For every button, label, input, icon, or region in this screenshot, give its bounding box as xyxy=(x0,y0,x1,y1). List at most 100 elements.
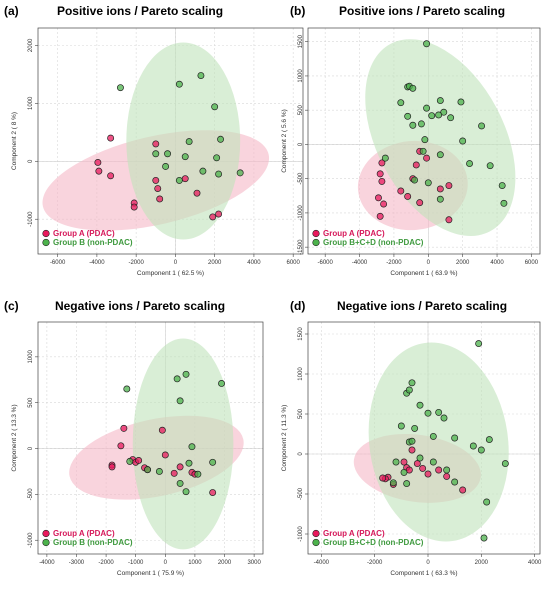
x-tick-label: -3000 xyxy=(69,560,85,566)
x-tick-label: 4000 xyxy=(490,260,504,266)
data-point xyxy=(424,409,432,417)
legend-label: Group A (PDAC) xyxy=(53,229,115,238)
data-point xyxy=(392,458,400,466)
data-point xyxy=(379,474,387,482)
panel-letter: (d) xyxy=(290,299,305,313)
y-tick-label: 0 xyxy=(28,159,34,163)
data-point xyxy=(424,179,432,187)
series-groupA xyxy=(94,134,223,221)
data-point xyxy=(405,386,413,394)
y-tick-label: 0 xyxy=(298,452,304,456)
data-point xyxy=(424,470,432,478)
x-tick-label: 2000 xyxy=(456,260,470,266)
data-point xyxy=(182,488,190,496)
x-tick-label: -6000 xyxy=(50,260,66,266)
x-axis-label: Component 1 ( 63.3 %) xyxy=(390,570,457,577)
legend-label: Group B+C+D (non-PDAC) xyxy=(323,538,424,547)
data-point xyxy=(389,479,397,487)
data-point xyxy=(436,151,444,159)
series-groupB xyxy=(123,370,226,496)
data-point xyxy=(408,437,416,445)
data-point xyxy=(451,478,459,486)
data-point xyxy=(416,199,424,207)
data-point xyxy=(397,99,405,107)
plot-frame xyxy=(37,321,264,555)
data-point xyxy=(218,379,226,387)
data-point xyxy=(411,176,418,184)
x-tick-label: -2000 xyxy=(128,260,144,266)
x-tick-label: 0 xyxy=(427,260,431,266)
data-point xyxy=(376,212,384,220)
data-point xyxy=(95,167,103,175)
confidence-ellipse-groupB xyxy=(132,338,234,550)
y-tick-label: 1500 xyxy=(298,327,304,341)
data-point xyxy=(498,182,506,189)
data-point xyxy=(445,216,453,224)
y-tick-label: -500 xyxy=(298,487,304,500)
data-point xyxy=(423,104,431,112)
panel-title: Negative ions / Pareto scaling xyxy=(337,299,507,313)
data-point xyxy=(478,122,486,130)
y-axis-label: Component 2 ( 5.6 %) xyxy=(281,109,288,173)
data-point xyxy=(447,114,455,122)
y-axis-label: Component 2 ( 11.3 %) xyxy=(281,405,288,472)
data-point xyxy=(381,154,389,162)
data-point xyxy=(435,408,443,416)
data-point xyxy=(107,172,115,180)
legend-marker xyxy=(42,238,50,247)
data-point xyxy=(185,459,193,467)
data-point xyxy=(217,135,225,143)
data-point xyxy=(480,534,488,542)
data-point xyxy=(176,479,184,487)
x-tick-label: 4000 xyxy=(247,260,261,266)
data-point xyxy=(459,486,467,494)
y-tick-label: 500 xyxy=(298,105,304,116)
data-point xyxy=(197,72,205,79)
legend-marker xyxy=(42,538,50,547)
data-point xyxy=(409,121,417,129)
data-point xyxy=(209,458,217,466)
data-point xyxy=(152,150,160,158)
data-point xyxy=(483,498,491,506)
data-point xyxy=(400,468,408,476)
data-point xyxy=(428,112,436,120)
y-tick-label: 0 xyxy=(298,142,304,146)
y-tick-label: 2000 xyxy=(28,38,34,52)
data-point xyxy=(211,103,219,111)
data-point xyxy=(154,185,162,192)
data-point xyxy=(152,140,160,148)
data-point xyxy=(408,446,416,454)
legend-marker xyxy=(312,529,320,538)
data-point xyxy=(411,424,419,432)
data-point xyxy=(466,160,473,168)
data-point xyxy=(144,466,151,474)
data-point xyxy=(194,470,202,478)
y-tick-label: 0 xyxy=(28,446,34,450)
data-point xyxy=(429,458,437,466)
data-point xyxy=(443,466,451,474)
data-point xyxy=(416,454,424,462)
x-axis-label: Component 1 ( 63.9 %) xyxy=(390,270,457,277)
y-tick-label: -1500 xyxy=(298,239,304,255)
data-point xyxy=(213,154,221,162)
data-point xyxy=(469,442,477,450)
plot-frame xyxy=(307,27,541,255)
data-point xyxy=(185,138,193,146)
series-groupB xyxy=(381,40,508,207)
data-point xyxy=(108,463,116,471)
data-point xyxy=(445,182,453,189)
plot-frame xyxy=(37,27,304,255)
panel-title: Negative ions / Pareto scaling xyxy=(55,299,225,313)
data-point xyxy=(435,111,443,119)
data-point xyxy=(120,424,128,432)
legend-label: Group A (PDAC) xyxy=(53,529,115,538)
series-groupB xyxy=(116,72,244,184)
x-tick-label: -2000 xyxy=(367,560,383,566)
data-point xyxy=(457,98,465,106)
data-point xyxy=(181,153,189,161)
data-point xyxy=(440,414,448,422)
data-point xyxy=(94,158,102,166)
x-tick-label: 0 xyxy=(174,260,178,266)
panel-letter: (c) xyxy=(4,299,19,313)
